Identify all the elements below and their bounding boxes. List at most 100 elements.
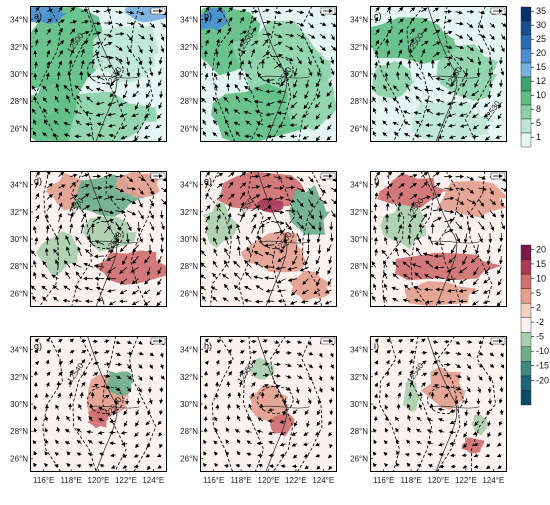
wind-vector bbox=[251, 224, 256, 234]
panel-label: c) bbox=[374, 11, 382, 21]
wind-vector bbox=[435, 76, 445, 81]
wind-vector bbox=[500, 45, 505, 53]
wind-vector bbox=[239, 60, 244, 69]
wind-vector bbox=[115, 10, 123, 15]
wind-vector bbox=[81, 212, 87, 223]
wind-vector bbox=[318, 210, 323, 220]
wind-vector bbox=[104, 33, 113, 38]
wind-vector bbox=[319, 198, 328, 204]
wind-vector bbox=[58, 40, 65, 46]
wind-vector bbox=[466, 56, 474, 63]
wind-vector bbox=[34, 361, 40, 366]
wind-vector bbox=[478, 22, 484, 29]
wind-vector bbox=[33, 427, 38, 433]
wind-vector bbox=[81, 184, 90, 189]
lat-tick-label: 32°N bbox=[350, 373, 368, 382]
wind-vector bbox=[329, 233, 334, 242]
wind-vector bbox=[69, 20, 78, 24]
wind-vector bbox=[372, 107, 377, 114]
wind-vector bbox=[425, 108, 434, 115]
wind-vector bbox=[462, 79, 468, 88]
wind-vector bbox=[274, 175, 283, 180]
wind-vector bbox=[81, 8, 89, 13]
wind-vector bbox=[328, 79, 333, 88]
wind-vector bbox=[138, 45, 143, 54]
wind-vector bbox=[386, 29, 392, 35]
lat-tick-label: 34°N bbox=[10, 16, 28, 25]
wind-vector bbox=[498, 56, 503, 65]
wind-vector bbox=[251, 205, 261, 212]
lon-tick-label: 118°E bbox=[230, 476, 251, 485]
colorbar-label: 10 bbox=[536, 90, 546, 100]
wind-vector bbox=[373, 72, 378, 80]
shaded-region bbox=[30, 78, 77, 142]
wind-vector bbox=[149, 233, 154, 243]
wind-vector bbox=[383, 84, 388, 92]
wind-vector bbox=[77, 246, 82, 257]
wind-vector bbox=[478, 233, 483, 243]
wind-vector bbox=[233, 260, 241, 268]
wind-vector bbox=[274, 196, 285, 200]
wind-vector bbox=[248, 59, 252, 69]
lat-tick-label: 32°N bbox=[350, 208, 368, 217]
wind-vector bbox=[497, 244, 502, 253]
wind-vector bbox=[466, 34, 473, 42]
wind-vector bbox=[41, 285, 48, 291]
wind-vector bbox=[92, 216, 102, 223]
wind-vector bbox=[253, 251, 263, 257]
wind-vector bbox=[395, 106, 400, 114]
wind-vector bbox=[126, 210, 137, 216]
wind-vector bbox=[92, 361, 100, 366]
colorbar-segment bbox=[520, 361, 532, 377]
wind-vector bbox=[33, 72, 38, 80]
wind-vector bbox=[92, 51, 100, 58]
wind-vector bbox=[123, 409, 128, 416]
wind-vector bbox=[80, 59, 85, 69]
coastline bbox=[257, 6, 288, 142]
wind-vector bbox=[374, 16, 379, 24]
wind-vector bbox=[372, 283, 377, 291]
colorbar-label: 12 bbox=[536, 76, 546, 86]
wind-vector bbox=[478, 45, 483, 54]
wind-vector bbox=[287, 266, 298, 271]
lat-tick-label: 26°N bbox=[180, 454, 198, 463]
wind-vector bbox=[133, 124, 139, 130]
wind-vector bbox=[214, 107, 218, 114]
wind-vector bbox=[132, 244, 139, 253]
wind-vector bbox=[92, 195, 103, 200]
wind-vector bbox=[89, 403, 94, 410]
wind-vector bbox=[119, 244, 128, 253]
wind-vector bbox=[200, 250, 207, 257]
wind-vector bbox=[330, 68, 335, 76]
shaded-region bbox=[411, 101, 495, 142]
wind-vector bbox=[233, 272, 241, 279]
wind-vector bbox=[409, 28, 416, 35]
wind-vector bbox=[78, 403, 83, 410]
wind-vector bbox=[236, 234, 241, 245]
wind-vector bbox=[159, 210, 164, 219]
wind-vector bbox=[371, 120, 377, 126]
wind-vector bbox=[110, 453, 116, 458]
wind-vector bbox=[157, 464, 162, 469]
wind-vector bbox=[126, 186, 137, 191]
wind-vector bbox=[501, 22, 507, 27]
wind-vector bbox=[69, 49, 74, 58]
wind-vector bbox=[109, 441, 116, 446]
wind-vector bbox=[277, 288, 286, 293]
wind-vector bbox=[77, 415, 82, 422]
wind-vector bbox=[108, 133, 116, 138]
wind-vector bbox=[313, 289, 321, 295]
wind-vector bbox=[285, 221, 292, 231]
colorbar-label: 25 bbox=[536, 34, 546, 44]
wind-vector bbox=[58, 371, 63, 376]
wind-vector bbox=[266, 124, 275, 128]
wind-vector bbox=[76, 464, 82, 468]
wind-vector bbox=[34, 39, 39, 46]
wind-vector bbox=[98, 418, 105, 422]
height-contour bbox=[130, 6, 154, 142]
wind-vector bbox=[35, 204, 40, 211]
wind-vector bbox=[131, 300, 139, 306]
wind-vector bbox=[104, 8, 112, 13]
wind-vector bbox=[478, 221, 485, 231]
